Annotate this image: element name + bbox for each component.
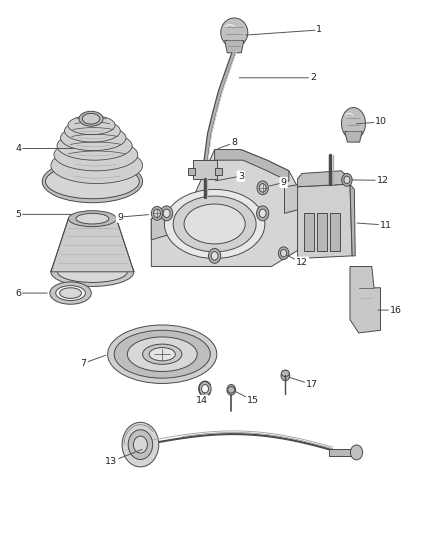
Polygon shape	[345, 132, 362, 142]
Circle shape	[281, 249, 287, 257]
Circle shape	[201, 384, 208, 393]
Polygon shape	[350, 184, 355, 256]
Ellipse shape	[149, 348, 175, 361]
Text: 9: 9	[281, 178, 286, 187]
Text: 14: 14	[195, 396, 208, 405]
Circle shape	[350, 445, 363, 460]
Ellipse shape	[51, 257, 134, 286]
Circle shape	[259, 209, 266, 217]
Ellipse shape	[82, 114, 100, 124]
Text: 17: 17	[306, 380, 318, 389]
Bar	[329, 449, 357, 456]
Ellipse shape	[68, 211, 117, 227]
Ellipse shape	[164, 189, 265, 259]
Ellipse shape	[57, 132, 132, 160]
Polygon shape	[151, 150, 297, 266]
Polygon shape	[51, 219, 134, 272]
Bar	[304, 213, 314, 251]
Circle shape	[211, 252, 218, 260]
Ellipse shape	[76, 213, 109, 224]
Ellipse shape	[42, 160, 143, 203]
Circle shape	[153, 209, 160, 217]
Circle shape	[134, 436, 148, 453]
Ellipse shape	[68, 116, 115, 135]
Text: 3: 3	[238, 172, 244, 181]
Circle shape	[208, 248, 221, 263]
Circle shape	[259, 183, 266, 192]
Ellipse shape	[51, 148, 143, 183]
Text: 6: 6	[15, 288, 21, 297]
Circle shape	[257, 181, 268, 195]
Text: 5: 5	[15, 210, 21, 219]
Ellipse shape	[50, 282, 91, 304]
Circle shape	[281, 370, 290, 381]
Text: 12: 12	[296, 258, 308, 266]
Ellipse shape	[173, 196, 256, 252]
Ellipse shape	[60, 125, 126, 151]
Ellipse shape	[127, 337, 197, 372]
Polygon shape	[297, 184, 352, 259]
Ellipse shape	[46, 164, 139, 199]
Text: 8: 8	[231, 138, 237, 147]
Ellipse shape	[108, 325, 217, 383]
Bar	[330, 213, 340, 251]
Ellipse shape	[60, 288, 81, 298]
Polygon shape	[225, 41, 244, 53]
Circle shape	[160, 206, 173, 221]
Text: 10: 10	[375, 117, 388, 126]
Text: 16: 16	[390, 305, 402, 314]
Ellipse shape	[57, 261, 127, 282]
Polygon shape	[193, 160, 217, 179]
Ellipse shape	[282, 370, 289, 376]
Ellipse shape	[228, 386, 235, 393]
Ellipse shape	[64, 120, 120, 142]
Circle shape	[344, 176, 350, 183]
Text: 11: 11	[380, 221, 392, 230]
Ellipse shape	[184, 204, 245, 244]
Ellipse shape	[79, 111, 103, 126]
Text: 15: 15	[247, 396, 259, 405]
Ellipse shape	[54, 139, 138, 171]
Text: 1: 1	[316, 26, 322, 35]
Circle shape	[279, 247, 289, 260]
Polygon shape	[215, 168, 222, 175]
Polygon shape	[350, 266, 381, 333]
Text: 2: 2	[310, 73, 316, 82]
Text: 13: 13	[105, 457, 117, 466]
Polygon shape	[188, 168, 195, 175]
Text: 4: 4	[15, 144, 21, 153]
Ellipse shape	[56, 286, 85, 301]
Bar	[317, 213, 327, 251]
Circle shape	[199, 381, 211, 396]
Text: 12: 12	[377, 176, 389, 185]
Circle shape	[128, 430, 152, 459]
Circle shape	[122, 422, 159, 467]
Circle shape	[151, 206, 162, 220]
Circle shape	[257, 206, 269, 221]
Text: 9: 9	[117, 213, 123, 222]
Ellipse shape	[221, 18, 248, 47]
Circle shape	[342, 173, 352, 186]
Ellipse shape	[342, 108, 365, 140]
Circle shape	[227, 384, 236, 395]
Polygon shape	[297, 171, 350, 187]
Polygon shape	[285, 184, 304, 213]
Polygon shape	[215, 150, 289, 181]
Ellipse shape	[114, 330, 210, 378]
Ellipse shape	[143, 344, 182, 365]
Circle shape	[163, 209, 170, 217]
Polygon shape	[151, 213, 169, 240]
Text: 7: 7	[81, 359, 87, 368]
